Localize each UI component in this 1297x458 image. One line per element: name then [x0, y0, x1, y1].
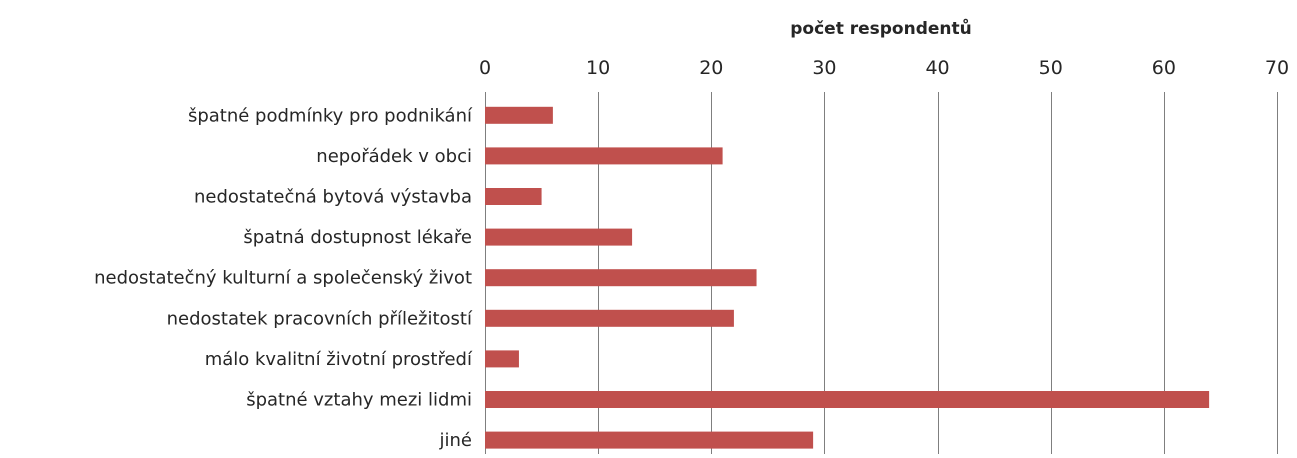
category-label: málo kvalitní životní prostředí: [205, 349, 473, 370]
bar: [485, 106, 553, 124]
category-label: špatné vztahy mezi lidmi: [246, 390, 472, 411]
x-tick-label: 40: [925, 57, 949, 79]
category-label: nepořádek v obci: [316, 146, 472, 167]
bar: [485, 391, 1210, 408]
bar: [485, 147, 723, 165]
x-tick-label: 0: [479, 57, 491, 79]
x-tick-label: 30: [812, 57, 836, 79]
category-labels: špatné podmínky pro podnikání nepořádek v…: [94, 105, 473, 451]
category-label: špatná dostupnost lékaře: [243, 227, 472, 248]
category-label: nedostatečná bytová výstavba: [194, 187, 472, 208]
bar: [485, 188, 542, 205]
bar: [485, 431, 814, 449]
bars: [485, 106, 1210, 449]
category-label: jiné: [439, 430, 472, 451]
x-tick-label: 50: [1039, 57, 1063, 79]
x-tick-labels: 0 10 20 30 40 50 60 70: [479, 57, 1289, 79]
x-tick-label: 60: [1152, 57, 1176, 79]
x-tick-label: 10: [586, 57, 610, 79]
bar: [485, 269, 757, 287]
category-label: nedostatečný kulturní a společenský živo…: [94, 268, 472, 289]
bar: [485, 309, 734, 327]
bar: [485, 228, 633, 246]
category-label: špatné podmínky pro podnikání: [188, 105, 473, 126]
category-label: nedostatek pracovních příležitostí: [167, 308, 473, 329]
bar: [485, 350, 519, 368]
x-tick-label: 70: [1265, 57, 1289, 79]
x-axis-title: počet respondentů: [790, 17, 972, 39]
x-tick-label: 20: [699, 57, 723, 79]
